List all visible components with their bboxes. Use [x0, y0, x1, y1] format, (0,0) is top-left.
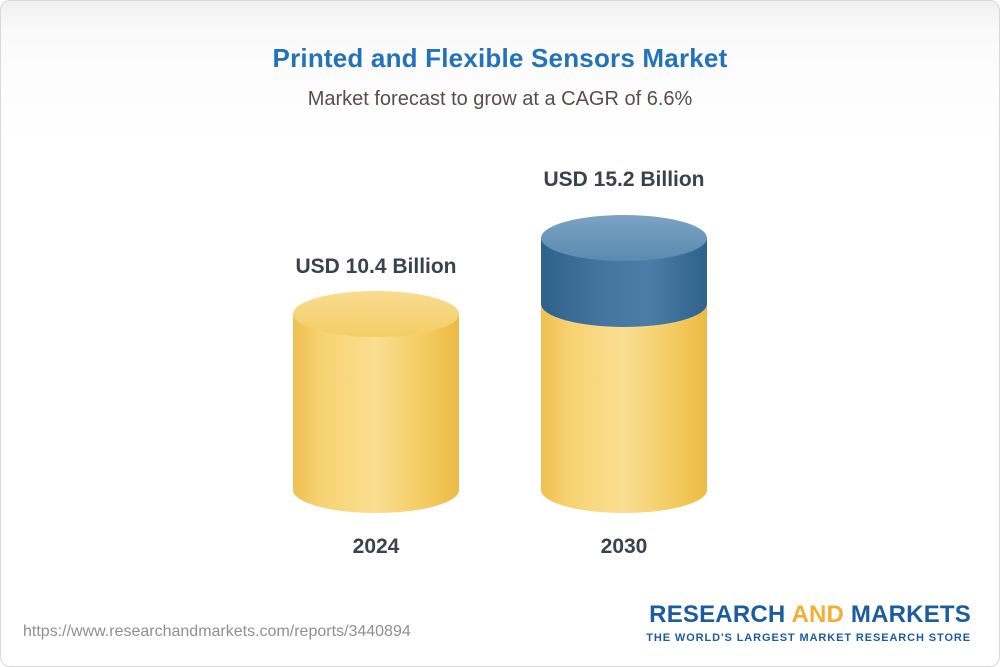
cylinder-2030 — [541, 215, 707, 513]
logo-word-markets: MARKETS — [850, 601, 971, 628]
logo-word-research: RESEARCH — [649, 601, 786, 628]
chart-title: Printed and Flexible Sensors Market — [272, 43, 728, 73]
value-label-2024: USD 10.4 Billion — [295, 255, 457, 278]
chart-subtitle: Market forecast to grow at a CAGR of 6.6… — [307, 88, 693, 110]
logo-tagline: THE WORLD'S LARGEST MARKET RESEARCH STOR… — [646, 632, 971, 644]
axis-label-2024: 2024 — [352, 535, 400, 558]
value-label-2030: USD 15.2 Billion — [543, 168, 705, 191]
cylinder-2030-growth-segment — [541, 238, 707, 327]
cylinder-2030-base — [541, 304, 707, 513]
logo-wordmark: RESEARCH AND MARKETS — [646, 601, 971, 629]
axis-label-2030: 2030 — [600, 535, 648, 558]
report-url: https://www.researchandmarkets.com/repor… — [23, 623, 411, 640]
logo-word-and: AND — [791, 601, 845, 628]
cylinder-2030-top-cap — [541, 215, 707, 261]
research-and-markets-logo: RESEARCH AND MARKETS THE WORLD'S LARGEST… — [646, 601, 971, 644]
cylinder-2024 — [293, 291, 459, 513]
